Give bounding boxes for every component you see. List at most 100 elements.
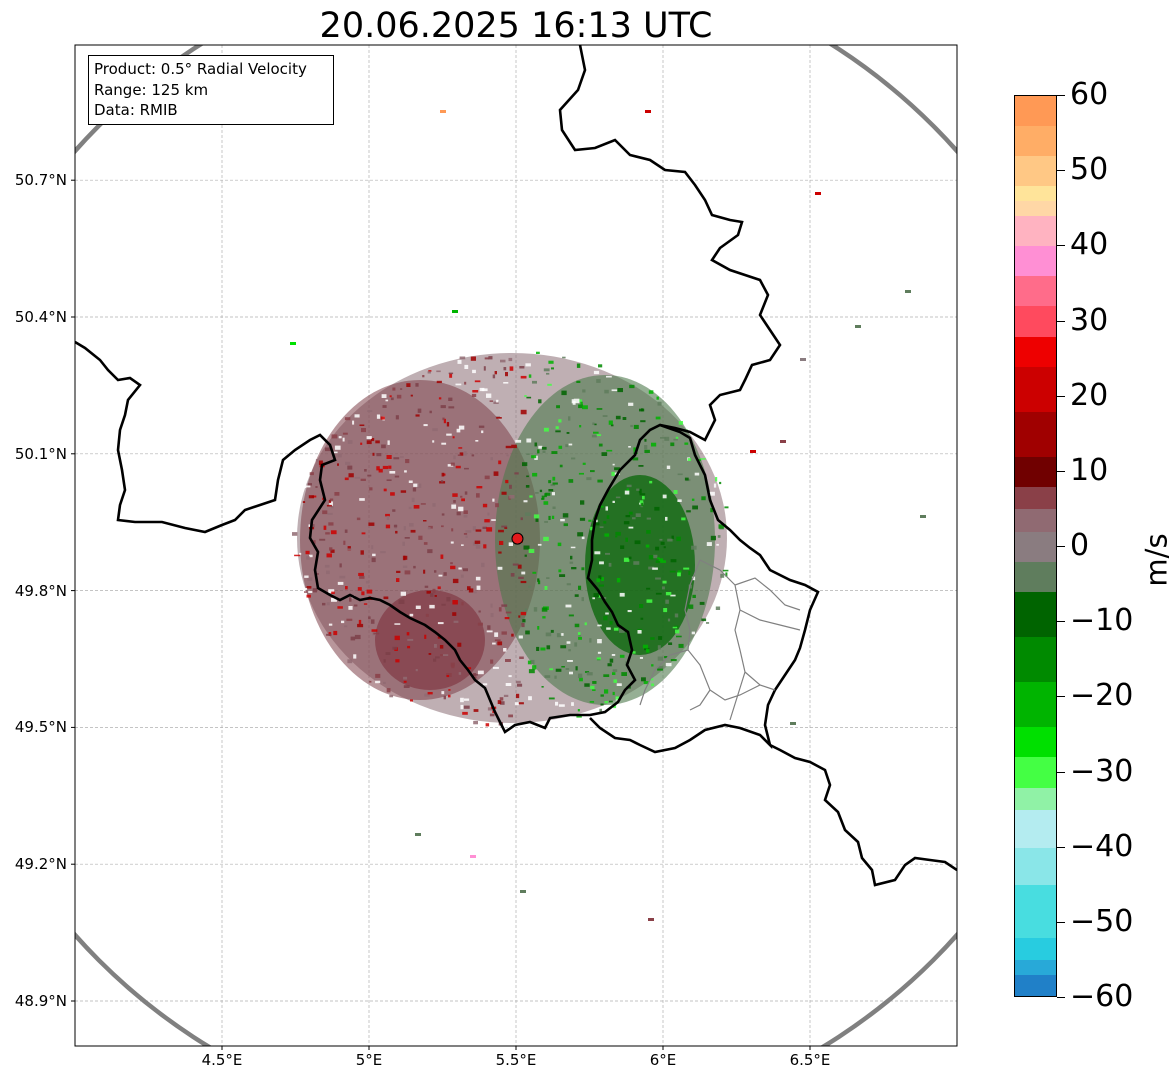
velocity-speckle: [427, 527, 431, 530]
velocity-speckle: [592, 681, 597, 684]
velocity-speckle: [722, 569, 729, 572]
isolated-echo: [520, 890, 526, 893]
velocity-speckle: [405, 459, 410, 464]
velocity-speckle: [530, 659, 535, 665]
country-border-east: [589, 423, 820, 754]
velocity-speckle: [541, 686, 544, 688]
velocity-speckle: [432, 503, 436, 507]
velocity-speckle: [558, 569, 562, 573]
velocity-speckle: [488, 356, 493, 360]
velocity-speckle: [406, 383, 411, 387]
velocity-speckle: [307, 577, 313, 581]
velocity-speckle: [576, 380, 581, 383]
velocity-speckle: [456, 511, 461, 516]
velocity-speckle: [559, 574, 566, 577]
product-info-box: Product: 0.5° Radial Velocity Range: 125…: [88, 55, 334, 125]
velocity-speckle: [677, 572, 681, 577]
colorbar-band: [1015, 336, 1056, 368]
velocity-speckle: [523, 500, 528, 503]
velocity-speckle: [674, 613, 679, 618]
velocity-speckle: [611, 471, 615, 476]
velocity-speckle: [334, 492, 340, 496]
velocity-speckle: [458, 567, 462, 570]
velocity-speckle: [440, 554, 444, 559]
velocity-speckle: [528, 374, 532, 378]
velocity-speckle: [337, 581, 344, 585]
colorbar-tick-label: 0: [1070, 528, 1090, 563]
velocity-speckle: [522, 619, 526, 623]
colorbar-band: [1015, 810, 1056, 849]
velocity-speckle: [375, 680, 381, 684]
colorbar-band: [1015, 366, 1056, 413]
velocity-speckle: [673, 438, 678, 441]
colorbar-tick-mark: [1057, 395, 1065, 397]
velocity-speckle: [520, 409, 527, 415]
velocity-speckle: [504, 617, 510, 620]
velocity-speckle: [589, 701, 595, 703]
velocity-speckle: [403, 526, 406, 531]
velocity-speckle: [441, 442, 447, 445]
velocity-speckle: [434, 595, 437, 597]
velocity-speckle: [408, 480, 413, 483]
velocity-speckle: [532, 571, 537, 574]
velocity-speckle: [328, 522, 334, 526]
isolated-echo: [905, 290, 911, 293]
velocity-speckle: [561, 390, 567, 396]
velocity-speckle: [598, 584, 604, 587]
velocity-speckle: [463, 533, 468, 535]
velocity-speckle: [576, 716, 583, 719]
velocity-speckle: [395, 415, 399, 420]
velocity-speckle: [453, 455, 456, 460]
velocity-speckle: [655, 577, 661, 580]
velocity-speckle: [596, 578, 600, 583]
velocity-speckle: [404, 570, 411, 575]
colorbar-tick-mark: [1057, 846, 1065, 848]
velocity-speckle: [537, 626, 540, 630]
velocity-speckle: [347, 465, 353, 470]
velocity-speckle: [612, 672, 616, 675]
velocity-speckle: [555, 668, 562, 672]
velocity-speckle: [347, 546, 351, 551]
velocity-speckle: [691, 576, 696, 581]
velocity-speckle: [381, 394, 387, 398]
velocity-speckle: [520, 517, 523, 521]
velocity-speckle: [424, 693, 430, 697]
velocity-speckle: [450, 662, 455, 667]
velocity-speckle: [492, 498, 495, 502]
velocity-speckle: [660, 560, 666, 563]
velocity-speckle: [366, 436, 372, 439]
country-border-southeast: [769, 743, 957, 887]
velocity-speckle: [576, 715, 582, 718]
velocity-speckle: [448, 689, 451, 691]
velocity-speckle: [485, 723, 490, 727]
velocity-speckle: [474, 540, 481, 544]
colorbar-band: [1015, 562, 1056, 593]
velocity-speckle: [339, 575, 346, 579]
velocity-speckle: [348, 606, 353, 610]
velocity-speckle: [487, 350, 491, 352]
velocity-speckle: [535, 518, 539, 522]
velocity-speckle: [344, 417, 351, 421]
velocity-speckle: [591, 434, 597, 438]
velocity-speckle: [544, 675, 551, 678]
velocity-speckle: [609, 658, 614, 663]
velocity-speckle: [409, 523, 414, 527]
velocity-speckle: [467, 586, 471, 591]
velocity-speckle: [383, 488, 387, 492]
velocity-speckle: [546, 645, 551, 650]
velocity-speckle: [648, 555, 654, 560]
velocity-speckle: [478, 610, 481, 613]
velocity-speckle: [417, 408, 422, 413]
velocity-speckle: [346, 618, 353, 621]
velocity-speckle: [327, 512, 333, 515]
velocity-speckle: [621, 672, 627, 676]
velocity-speckle: [386, 455, 392, 459]
velocity-speckle: [396, 578, 400, 582]
velocity-speckle: [676, 536, 681, 542]
velocity-speckle: [605, 506, 608, 511]
velocity-speckle: [657, 401, 662, 406]
velocity-speckle: [415, 414, 420, 417]
velocity-speckle: [667, 618, 671, 622]
velocity-speckle: [468, 588, 474, 593]
velocity-speckle: [337, 463, 339, 466]
